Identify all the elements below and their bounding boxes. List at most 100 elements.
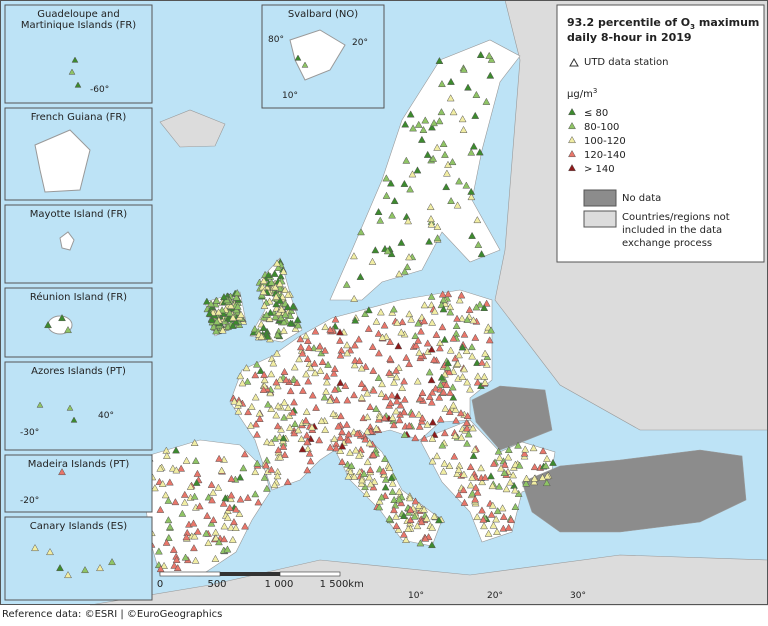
station [180,490,189,498]
station [543,472,552,480]
station [530,478,539,486]
station [172,466,181,474]
station [375,412,384,420]
station [487,472,495,480]
station [301,332,310,340]
station [366,402,375,411]
station [482,97,491,105]
station [272,292,281,300]
inset-label: Mayotte Island (FR) [30,209,127,220]
station [273,259,281,267]
station [357,393,366,401]
station [568,163,576,172]
station [303,466,312,474]
station [374,373,383,381]
station [463,424,472,432]
station [481,473,490,481]
station [338,457,347,465]
station [453,469,462,478]
station [338,442,347,450]
station [478,358,486,366]
inset-label: Guadeloupe and [37,9,119,20]
station [423,339,432,347]
station [207,315,216,323]
inset-box [4,516,153,601]
station [432,330,441,338]
station [81,565,89,574]
station [464,430,473,438]
station [286,387,295,395]
station [415,410,423,418]
not-included-swatch [583,210,617,228]
station [388,211,397,219]
station [471,111,480,119]
station [387,473,396,481]
station [287,306,296,314]
station [260,473,269,481]
station [311,369,320,377]
station [160,561,168,569]
unit: µg/m3 [567,87,597,100]
legend-label: ≤ 80 [584,108,608,119]
station [471,483,480,491]
station [427,292,436,300]
station [458,343,467,351]
station [334,422,343,430]
station [266,308,275,316]
station [251,490,260,498]
station [162,538,171,546]
station [488,501,497,509]
legend-title: 93.2 percentile of O3 maximum [567,16,759,31]
station [407,315,416,323]
station [279,267,288,275]
station [454,465,463,473]
station [46,547,54,556]
station [263,438,271,446]
station [330,369,338,377]
station [473,378,482,386]
station [233,302,242,310]
station [438,323,447,331]
station [420,434,429,442]
station [459,486,468,494]
station [390,506,398,514]
station [228,321,237,329]
station [464,83,472,91]
station [219,499,228,507]
station [321,425,330,433]
station [280,398,289,406]
station [385,463,394,471]
station [212,534,220,542]
inset-box [4,361,153,451]
station [304,377,313,385]
station [428,434,437,442]
station [164,516,173,524]
station [357,228,365,236]
station [321,322,330,331]
station [230,518,238,526]
legend-label: 120-140 [584,150,626,161]
station [455,296,464,304]
station [434,516,443,524]
station [458,372,467,381]
station [225,309,234,317]
station [499,512,508,520]
station [457,433,466,441]
station [460,365,469,373]
not-included-label: exchange process [622,238,712,249]
station [529,444,538,452]
station [400,377,408,385]
station [232,505,240,513]
scale-label: 1 500 [320,579,349,590]
station [449,393,458,401]
station [453,201,462,209]
station [457,409,465,417]
station [230,397,239,405]
station [365,439,374,447]
station [350,341,359,349]
station [435,393,444,401]
station [214,483,223,491]
station [208,496,216,504]
station [382,191,391,199]
station [321,346,329,354]
